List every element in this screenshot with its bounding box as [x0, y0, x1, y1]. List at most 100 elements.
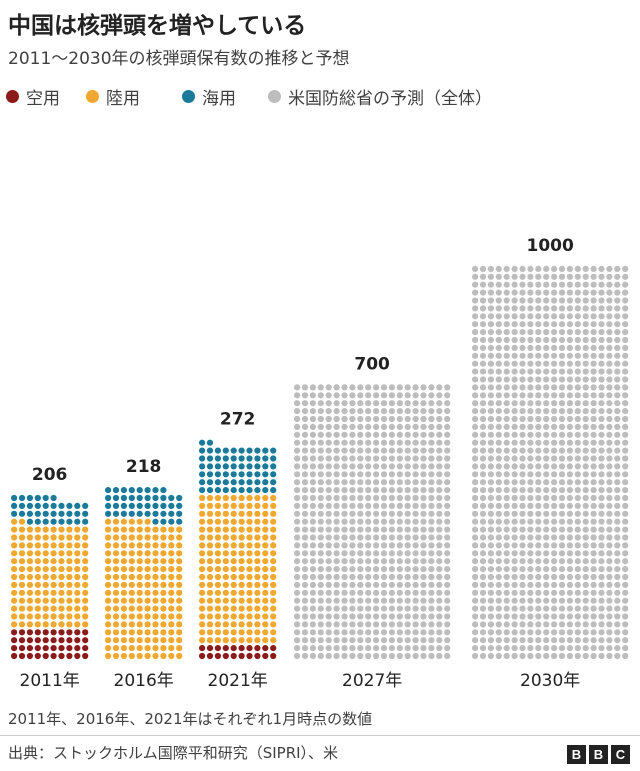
warhead-dot — [238, 518, 245, 525]
warhead-dot — [66, 510, 73, 517]
warhead-dot — [558, 297, 566, 304]
warhead-dot — [436, 621, 443, 628]
warhead-dot — [479, 581, 487, 588]
warhead-dot — [380, 415, 388, 423]
warhead-dot — [262, 479, 269, 486]
warhead-dot — [74, 581, 81, 588]
warhead-dot — [325, 415, 332, 423]
warhead-dot — [246, 447, 253, 454]
warhead-dot — [566, 581, 574, 588]
warhead-dot — [199, 455, 206, 462]
warhead-dot — [558, 629, 566, 636]
warhead-dot — [317, 534, 324, 541]
warhead-dot — [590, 431, 597, 438]
warhead-dot — [176, 566, 183, 573]
warhead-dot — [365, 455, 372, 462]
warhead-dot — [380, 581, 388, 588]
warhead-dot — [428, 423, 435, 430]
warhead-dot — [317, 471, 324, 478]
warhead-dot — [317, 621, 324, 628]
warhead-dot — [487, 510, 494, 517]
warhead-dot — [341, 384, 348, 391]
warhead-dot — [487, 502, 494, 509]
warhead-dot — [535, 447, 542, 454]
warhead-dot — [606, 510, 613, 517]
warhead-dot — [34, 566, 41, 573]
warhead-dot — [598, 423, 605, 430]
warhead-dot — [388, 581, 395, 588]
warhead-dot — [551, 629, 558, 636]
warhead-dot — [428, 463, 435, 470]
warhead-dot — [128, 621, 135, 628]
warhead-dot — [487, 273, 494, 280]
warhead-dot — [341, 550, 348, 557]
warhead-dot — [590, 352, 597, 359]
warhead-dot — [222, 589, 229, 596]
warhead-dot — [262, 550, 269, 557]
warhead-dot — [622, 360, 629, 367]
warhead-dot — [160, 510, 167, 517]
warhead-dot — [254, 581, 261, 588]
warhead-dot — [309, 566, 316, 573]
warhead-dot — [388, 455, 395, 462]
warhead-dot — [566, 352, 574, 359]
warhead-dot — [270, 581, 277, 588]
warhead-dot — [420, 431, 427, 438]
warhead-dot — [479, 344, 487, 351]
warhead-dot — [365, 597, 372, 604]
warhead-dot — [503, 297, 510, 304]
warhead-dot — [503, 400, 510, 407]
warhead-dot — [222, 581, 229, 588]
warhead-dot — [246, 479, 253, 486]
warhead-dot — [503, 550, 510, 557]
warhead-dot — [511, 558, 518, 565]
warhead-dot — [380, 447, 388, 454]
warhead-dot — [614, 463, 621, 470]
warhead-dot — [614, 510, 621, 517]
warhead-dot — [527, 376, 534, 383]
warhead-dot — [11, 605, 18, 612]
warhead-dot — [590, 439, 597, 446]
warhead-dot — [50, 502, 57, 509]
warhead-dot — [11, 510, 18, 517]
warhead-dot — [301, 652, 309, 660]
warhead-dot — [254, 463, 261, 470]
warhead-dot — [349, 479, 356, 486]
warhead-dot — [26, 629, 33, 636]
warhead-dot — [495, 321, 502, 328]
warhead-dot — [341, 463, 348, 470]
warhead-dot — [152, 573, 159, 581]
warhead-dot — [270, 534, 277, 541]
warhead-dot — [254, 589, 261, 596]
warhead-dot — [574, 526, 581, 533]
warhead-dot — [598, 510, 605, 517]
warhead-dot — [294, 629, 301, 636]
warhead-dot — [176, 621, 183, 628]
warhead-dot — [479, 494, 487, 502]
warhead-dot — [487, 455, 494, 462]
warhead-dot — [230, 581, 237, 588]
warhead-dot — [590, 581, 597, 588]
warhead-dot — [428, 384, 435, 391]
warhead-dot — [136, 573, 143, 581]
warhead-dot — [317, 415, 324, 423]
warhead-dot — [428, 502, 435, 509]
warhead-dot — [341, 400, 348, 407]
warhead-dot — [566, 329, 574, 336]
warhead-dot — [380, 431, 388, 438]
warhead-dot — [487, 415, 494, 423]
warhead-dot — [380, 597, 388, 604]
warhead-dot — [606, 463, 613, 470]
warhead-dot — [325, 550, 332, 557]
warhead-dot — [574, 376, 581, 383]
warhead-dot — [412, 471, 419, 478]
bar-group-2030年 — [472, 265, 629, 660]
warhead-dot — [535, 558, 542, 565]
warhead-dot — [606, 344, 613, 351]
warhead-dot — [270, 550, 277, 557]
warhead-dot — [535, 487, 542, 494]
warhead-dot — [558, 423, 566, 430]
warhead-dot — [309, 597, 316, 604]
warhead-dot — [246, 455, 253, 462]
warhead-dot — [527, 652, 534, 660]
